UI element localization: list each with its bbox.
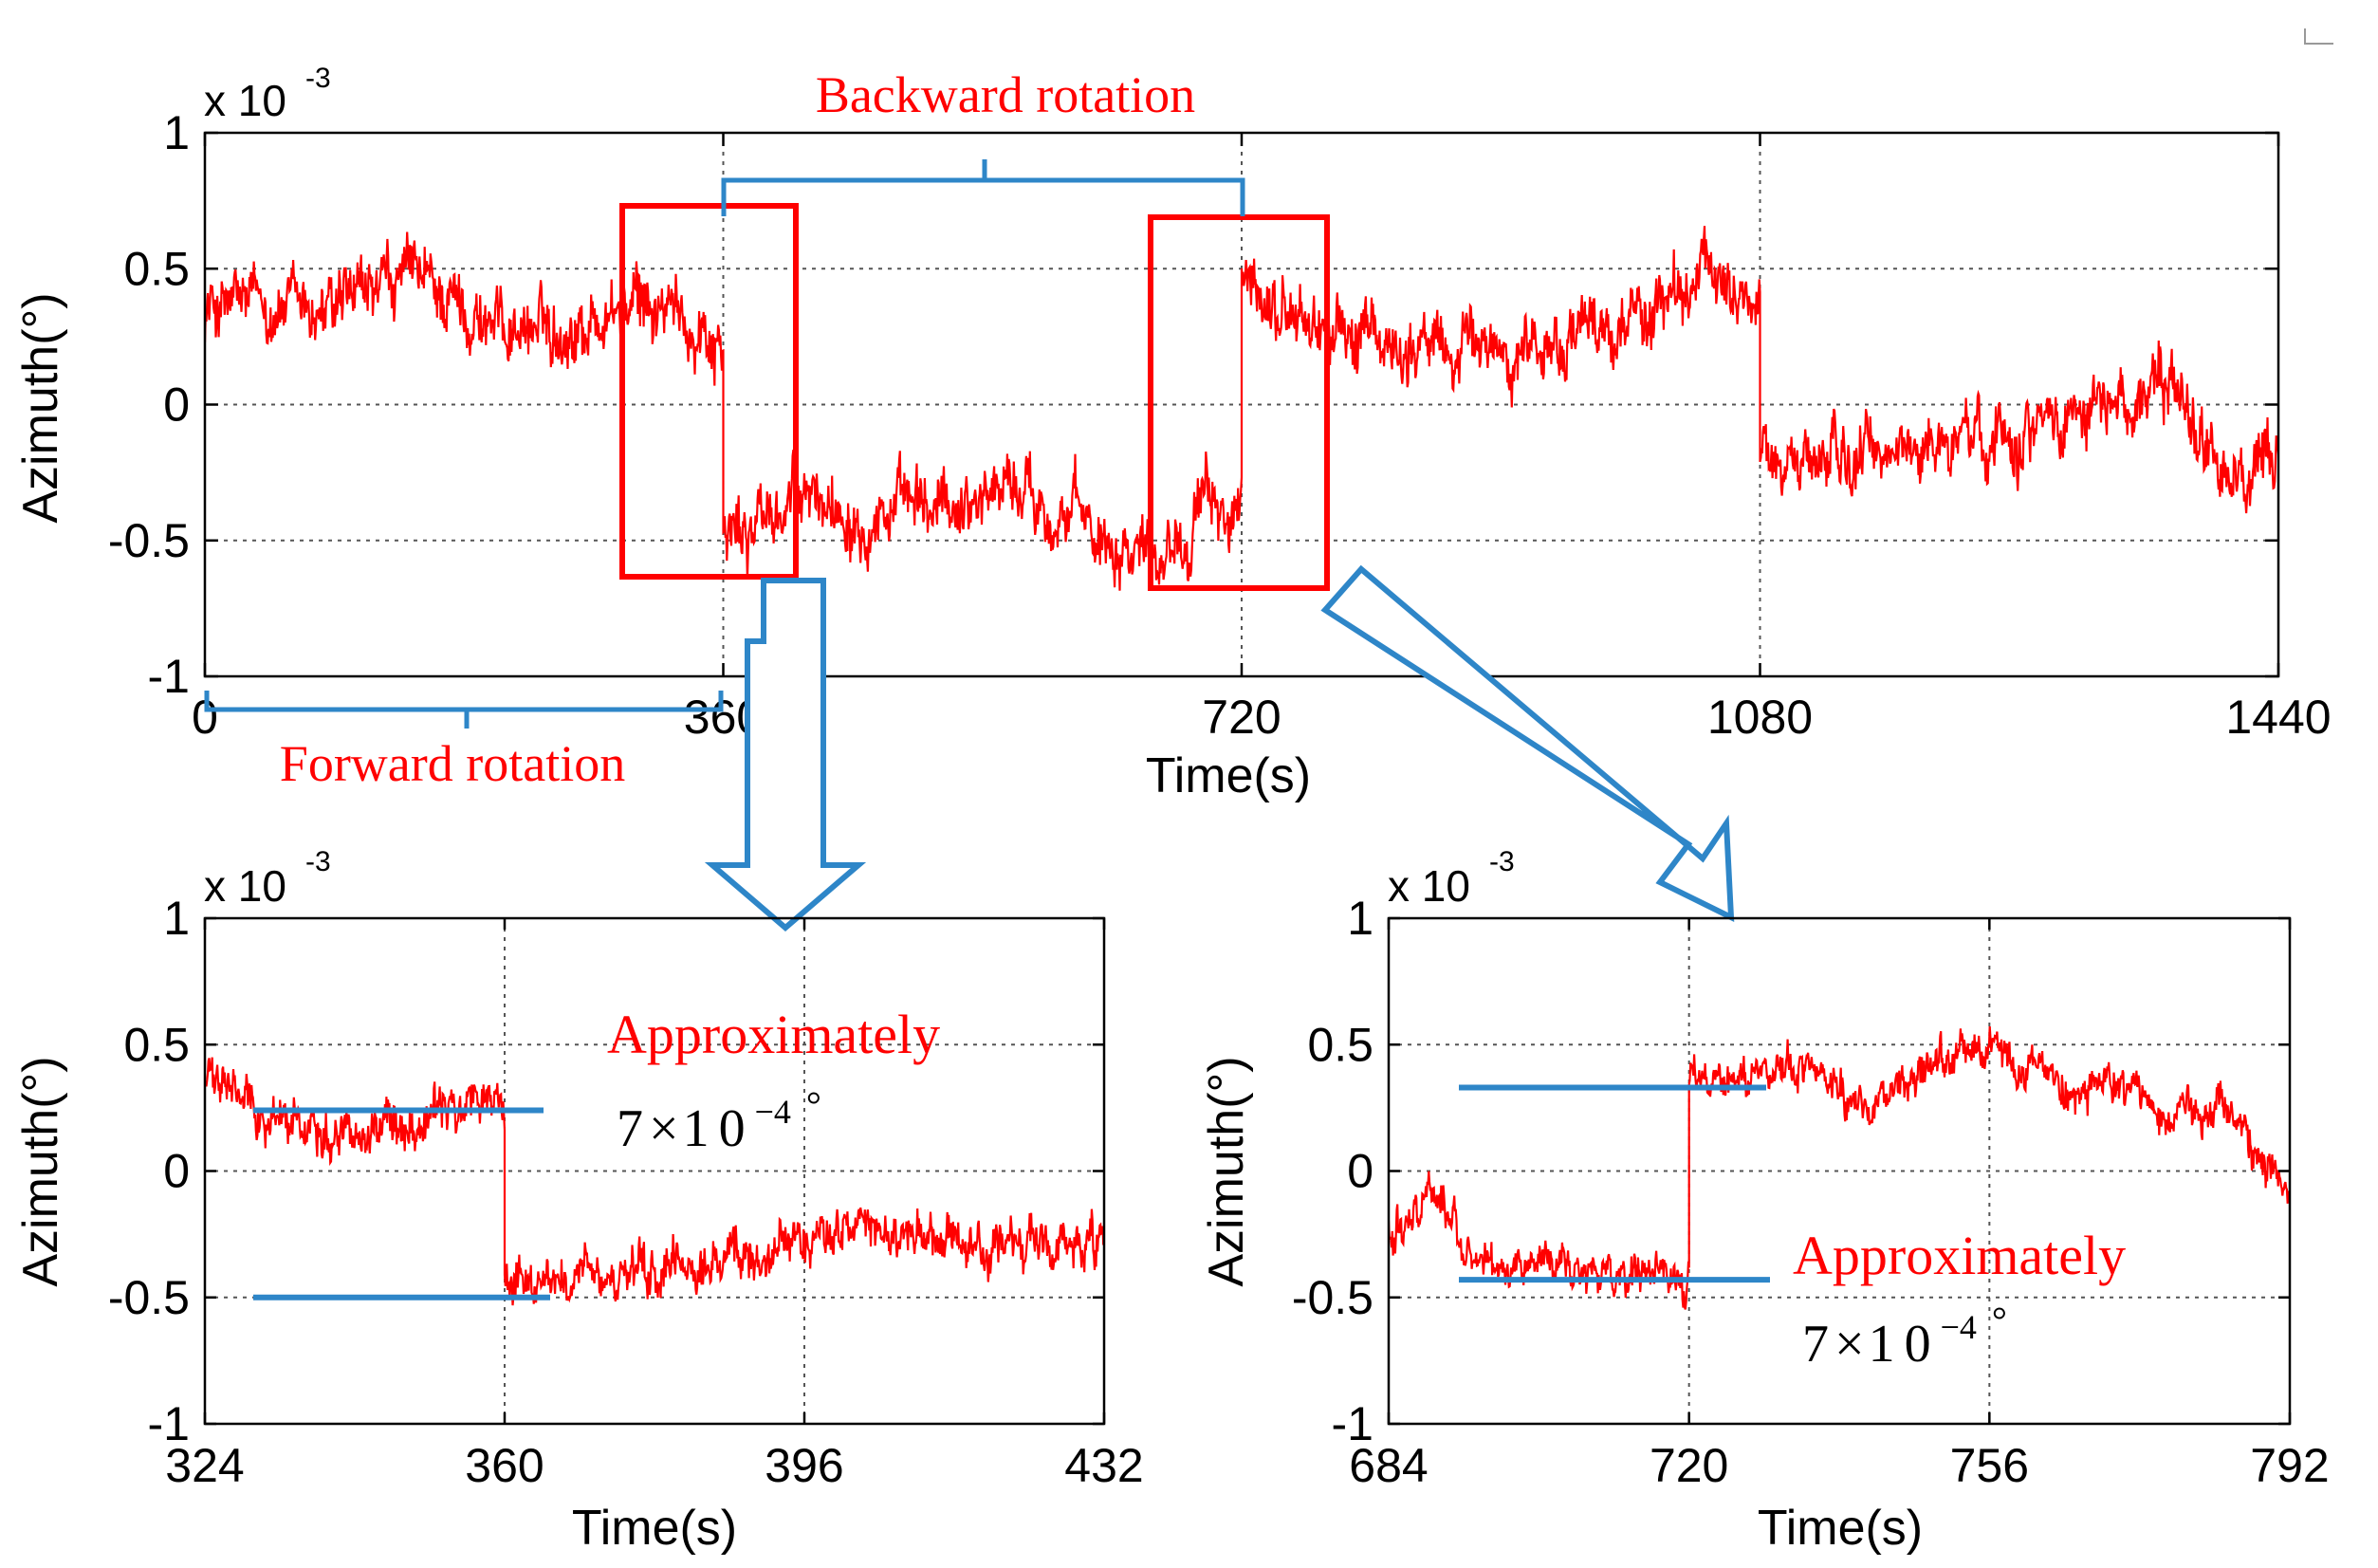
left-approx-label: Approximately: [607, 1004, 940, 1065]
y-tick-label: 1: [163, 892, 190, 945]
y-tick-label: -0.5: [108, 514, 190, 567]
right-ticks: [1387, 916, 2292, 1426]
left-xtick-labels: 324 360 396 432: [165, 1439, 1143, 1492]
main-series-line: [205, 226, 2278, 591]
main-ytick-labels: 1 0.5 0 -0.5 -1: [108, 106, 190, 703]
right-approx-value-exp: −4: [1941, 1308, 1977, 1346]
main-x-axis-label: Time(s): [1146, 748, 1311, 803]
zoom-arrow-left: [704, 578, 867, 932]
right-xtick-labels: 684 720 756 792: [1349, 1439, 2329, 1492]
y-tick-label: 0: [163, 378, 190, 432]
main-ticks: [203, 131, 2280, 678]
right-ytick-labels: 1 0.5 0 -0.5 -1: [1292, 892, 1373, 1450]
x-tick-label: 432: [1064, 1439, 1143, 1492]
zoom-plot-right: 1 0.5 0 -0.5 -1 684 720 756 792 x 10 -3 Time(s)…: [1199, 846, 2330, 1556]
main-y-axis-label: Azimuth(°): [13, 292, 68, 523]
y-tick-label: 1: [163, 106, 190, 159]
x-tick-label: 720: [1202, 691, 1281, 744]
corner-mark: [2304, 28, 2333, 45]
y-tick-label: 0.5: [123, 242, 190, 295]
left-approx-value-unit: °: [806, 1083, 821, 1126]
left-ticks: [203, 916, 1106, 1426]
y-tick-label: -1: [148, 650, 190, 703]
left-x-axis-label: Time(s): [572, 1501, 737, 1556]
x-tick-label: 1080: [1707, 691, 1813, 744]
right-y-multiplier: x 10: [1388, 861, 1470, 911]
y-tick-label: -0.5: [1292, 1271, 1373, 1324]
right-approx-value-base: 10: [1869, 1315, 1941, 1374]
right-gridlines: [1389, 918, 2290, 1424]
right-series-line: [1389, 1026, 2290, 1310]
backward-rotation-label: Backward rotation: [816, 66, 1195, 123]
right-approx-value-prefix: 7: [1802, 1315, 1829, 1374]
y-tick-label: -1: [1332, 1397, 1373, 1450]
x-tick-label: 684: [1349, 1439, 1428, 1492]
y-tick-label: 1: [1347, 892, 1373, 945]
left-y-exponent: -3: [305, 846, 331, 877]
y-tick-label: -0.5: [108, 1271, 190, 1324]
left-y-axis-label: Azimuth(°): [13, 1056, 68, 1286]
highlight-box-720: [1148, 214, 1330, 591]
right-approx-value-unit: °: [1992, 1299, 2007, 1341]
right-approx-label: Approximately: [1793, 1225, 2126, 1286]
backward-rotation-bracket: [721, 159, 1245, 216]
left-approx-value-prefix: 7: [617, 1099, 643, 1158]
main-plot: 10.50-0.5-1 0 360 720 1080 1440 x 10 -3 Time…: [13, 63, 2332, 803]
left-approx-value-times: ×: [649, 1099, 679, 1158]
right-x-axis-label: Time(s): [1758, 1501, 1923, 1556]
y-tick-label: 0.5: [1307, 1018, 1373, 1071]
zoom-arrow-right: [1320, 564, 1735, 922]
forward-rotation-bracket: [204, 691, 724, 729]
right-y-axis-label: Azimuth(°): [1199, 1056, 1254, 1286]
left-approx-value: 7 ×10−4 °: [617, 1083, 821, 1158]
x-tick-label: 720: [1650, 1439, 1728, 1492]
x-tick-label: 324: [165, 1439, 244, 1492]
left-ytick-labels: 1 0.5 0 -0.5 -1: [108, 892, 190, 1450]
main-y-multiplier: x 10: [204, 76, 286, 125]
right-y-exponent: -3: [1489, 846, 1515, 877]
x-tick-label: 756: [1950, 1439, 2029, 1492]
zoom-plot-left: 1 0.5 0 -0.5 -1 324 360 396 432 x 10 -3 Time(s)…: [13, 846, 1144, 1556]
x-tick-label: 396: [765, 1439, 843, 1492]
highlight-box-360: [619, 203, 799, 580]
right-approx-value-times: ×: [1834, 1315, 1865, 1374]
x-tick-label: 1440: [2225, 691, 2331, 744]
right-approx-value: 7 ×10−4 °: [1802, 1299, 2007, 1374]
left-gridlines: [205, 918, 1104, 1424]
y-tick-label: 0: [1347, 1145, 1373, 1198]
left-y-multiplier: x 10: [204, 861, 286, 911]
left-approx-value-exp: −4: [755, 1093, 791, 1131]
y-tick-label: 0: [163, 1145, 190, 1198]
forward-rotation-label: Forward rotation: [280, 735, 625, 792]
y-tick-label: -1: [148, 1397, 190, 1450]
y-tick-label: 0.5: [123, 1018, 190, 1071]
x-tick-label: 792: [2250, 1439, 2329, 1492]
x-tick-label: 360: [465, 1439, 544, 1492]
left-series-line: [205, 1057, 1104, 1306]
main-y-exponent: -3: [305, 63, 331, 94]
left-approx-value-base: 10: [683, 1099, 755, 1158]
